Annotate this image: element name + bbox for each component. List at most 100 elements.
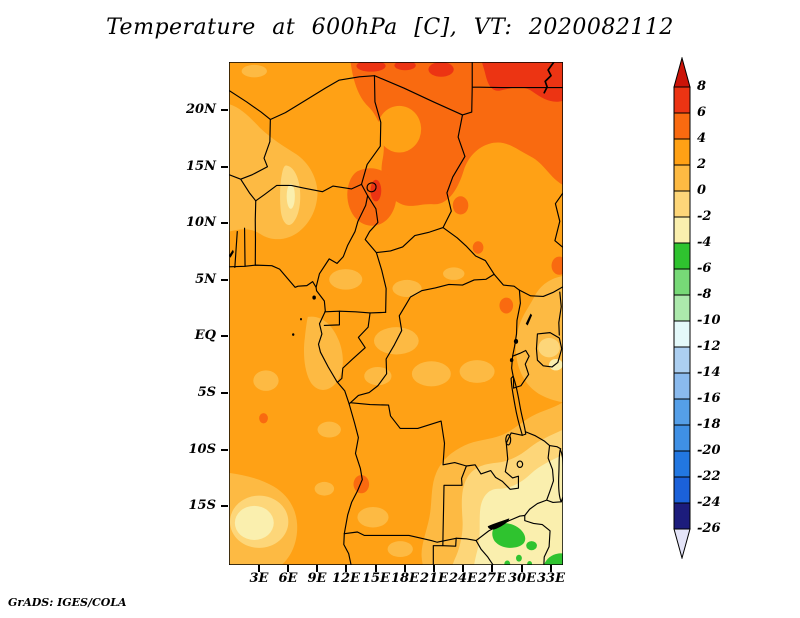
lon-tick-mark	[462, 565, 464, 572]
field-band-0-2	[387, 541, 413, 558]
field-band-4-6	[499, 297, 514, 314]
lon-tick-label: 9E	[307, 571, 327, 586]
lon-tick-mark	[345, 565, 347, 572]
border-niger-chad	[362, 76, 381, 185]
lon-tick-mark	[404, 565, 406, 572]
field-band-6-8	[394, 62, 416, 71]
colorbar-label: -12	[697, 339, 721, 354]
colorbar-label: -10	[697, 313, 721, 328]
lake-bangweulu-outline	[517, 461, 522, 467]
colorbar-segment	[673, 138, 691, 166]
field-band-0-2	[392, 279, 422, 297]
colorbar-arrow-bottom	[673, 528, 691, 559]
border-tanzania-zambia-malawi	[526, 432, 561, 449]
field-band-0-2	[364, 366, 392, 386]
field-band-m6-m4	[492, 523, 526, 548]
colorbar-segment	[673, 398, 691, 426]
lat-tick-mark	[221, 279, 228, 281]
temperature-field	[229, 62, 563, 565]
lon-tick-mark	[521, 565, 523, 572]
colorbar-label: -22	[697, 469, 721, 484]
field-band-0-2	[411, 361, 451, 387]
field-band-0-2	[314, 481, 335, 496]
lon-tick-mark	[550, 565, 552, 572]
colorbar-segment	[673, 372, 691, 400]
lat-tick-label: 10N	[186, 215, 216, 230]
border-chad-cameroon-car	[365, 196, 494, 275]
field-band-m6-m4	[504, 560, 511, 565]
border-drc-uganda-rwanda	[512, 290, 521, 388]
colorbar	[673, 57, 691, 559]
lat-tick-label: 15S	[188, 498, 216, 513]
colorbar-label: 0	[697, 183, 707, 198]
field-band-m4-m2	[286, 183, 295, 209]
field-band-0-2	[443, 267, 465, 280]
lon-tick-label: 24E	[449, 571, 477, 586]
field-band-0-2	[303, 316, 343, 390]
border-drc-zambia	[466, 433, 522, 489]
border-cameroon-car	[376, 253, 386, 313]
field-band-4-6	[472, 241, 484, 254]
colorbar-segment	[673, 86, 691, 114]
lake-kariba	[487, 518, 510, 530]
colorbar-segment	[673, 320, 691, 348]
colorbar-label: -24	[697, 495, 721, 510]
plot-title: Temperature at 600hPa [C], VT: 202008211…	[106, 15, 674, 40]
colorbar-label: -4	[697, 235, 712, 250]
field-band-2-4-gap	[377, 105, 422, 153]
field-band-0-2	[459, 360, 495, 383]
colorbar-segment	[673, 190, 691, 218]
field-band-6-8	[481, 62, 563, 102]
lon-tick-label: 21E	[420, 571, 448, 586]
map-plot	[229, 62, 563, 565]
lon-tick-label: 6E	[278, 571, 298, 586]
lake-kivu	[509, 358, 514, 363]
field-band-0-2	[253, 370, 279, 391]
colorbar-label: 8	[697, 79, 707, 94]
field-band-m6-m4	[527, 561, 533, 565]
field-band-0-2	[241, 64, 267, 78]
lon-tick-mark	[287, 565, 289, 572]
border-togo-ghana	[235, 232, 237, 268]
border-zambia-malawi-mozambique	[525, 446, 561, 516]
border-burkina-niger	[229, 119, 270, 200]
bioko-island	[312, 295, 316, 300]
border-angola-zambia	[443, 466, 467, 546]
colorbar-label: -20	[697, 443, 721, 458]
lon-tick-label: 33E	[537, 571, 565, 586]
field-band-4-6	[350, 62, 563, 206]
border-sudan-ethiopia	[555, 193, 563, 248]
field-band-m4-m2	[234, 505, 274, 540]
lake-volta	[229, 249, 234, 258]
border-botswana-zimbabwe	[476, 541, 494, 565]
lon-tick-label: 27E	[478, 571, 506, 586]
colorbar-label: -26	[697, 521, 721, 536]
colorbar-label: -2	[697, 209, 712, 224]
sao-tome-island	[292, 333, 295, 336]
colorbar-label: -18	[697, 417, 721, 432]
field-band-4-6	[452, 196, 469, 215]
lon-tick-mark	[375, 565, 377, 572]
coastline	[229, 265, 362, 565]
lon-tick-mark	[316, 565, 318, 572]
field-band-m4-m2	[549, 359, 563, 371]
colorbar-segment	[673, 294, 691, 322]
principe-island	[300, 318, 302, 321]
lake-victoria-outline	[536, 333, 561, 367]
field-band-0-2	[329, 269, 363, 290]
lake-edward	[513, 338, 519, 344]
colorbar-label: -16	[697, 391, 721, 406]
border-equatorial-guinea	[324, 311, 339, 325]
field-band-m2-0	[538, 337, 560, 358]
lat-tick-label: 10S	[188, 442, 216, 457]
lat-tick-label: 20N	[186, 102, 216, 117]
field-band-m6-m4	[516, 554, 522, 562]
lon-tick-label: 30E	[508, 571, 536, 586]
grads-attribution: GrADS: IGES/COLA	[8, 596, 127, 609]
field-band-4-6	[551, 256, 563, 275]
lon-tick-mark	[491, 565, 493, 572]
colorbar-segment	[673, 346, 691, 374]
lon-tick-label: 3E	[249, 571, 269, 586]
colorbar-segment	[673, 112, 691, 140]
